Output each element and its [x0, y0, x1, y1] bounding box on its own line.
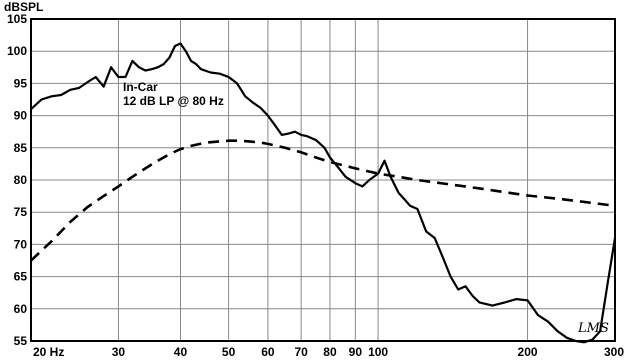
- x-tick-label: 60: [261, 345, 275, 359]
- series-line-dashed: [30, 139, 616, 262]
- x-tick-label: 20 Hz: [33, 345, 64, 359]
- plot-frame: [30, 18, 616, 342]
- y-tick-label: 95: [14, 76, 28, 90]
- y-axis-unit-label: dBSPL: [4, 0, 43, 14]
- y-tick-label: 55: [14, 334, 28, 348]
- x-tick-label: 30: [112, 345, 126, 359]
- y-tick-label: 70: [14, 237, 28, 251]
- grid: [31, 18, 615, 342]
- series-line-solid: [30, 42, 617, 344]
- x-tick-label: 90: [349, 345, 363, 359]
- x-tick-label: 80: [323, 345, 337, 359]
- x-tick-label: 50: [222, 345, 236, 359]
- y-tick-label: 75: [14, 205, 28, 219]
- series-dashed-group: [30, 139, 616, 262]
- y-tick-label: 85: [14, 141, 28, 155]
- signature-logo: LMS: [577, 321, 609, 336]
- annotation-line-1: In-Car: [123, 80, 158, 94]
- y-tick-label: 105: [7, 12, 27, 26]
- y-tick-labels: 105 100 95 90 85 80 75 70 65 60 55: [7, 12, 27, 348]
- y-tick-label: 90: [14, 109, 28, 123]
- y-tick-label: 100: [7, 44, 27, 58]
- y-tick-label: 65: [14, 270, 28, 284]
- x-tick-label: 40: [174, 345, 188, 359]
- x-tick-label: 100: [368, 345, 388, 359]
- series-solid-group: [30, 42, 617, 344]
- y-tick-label: 60: [14, 302, 28, 316]
- x-tick-labels: 20 Hz 30 40 50 60 70 80 90 100 200 300: [33, 345, 624, 359]
- y-tick-label: 80: [14, 173, 28, 187]
- x-tick-label: 300: [604, 345, 624, 359]
- x-tick-label: 200: [518, 345, 538, 359]
- annotation-line-2: 12 dB LP @ 80 Hz: [123, 94, 224, 108]
- x-tick-label: 70: [294, 345, 308, 359]
